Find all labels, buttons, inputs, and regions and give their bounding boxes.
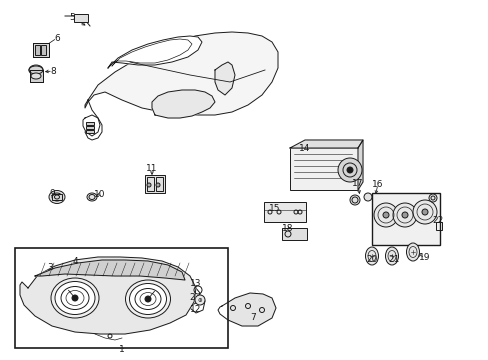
Circle shape [72,295,78,301]
Ellipse shape [29,65,43,75]
Polygon shape [20,257,196,334]
Ellipse shape [55,282,95,315]
Text: ⊕: ⊕ [197,297,202,302]
Bar [33,43,49,57]
Text: 17: 17 [351,179,363,188]
Circle shape [382,212,388,218]
Ellipse shape [385,247,398,265]
Bar [147,177,154,191]
Text: 13: 13 [190,279,202,288]
Polygon shape [35,260,184,280]
Text: 6: 6 [54,33,60,42]
Ellipse shape [406,243,419,261]
Text: 16: 16 [371,180,383,189]
Circle shape [346,167,352,173]
Text: 18: 18 [282,224,293,233]
Circle shape [428,194,436,202]
Text: 15: 15 [269,203,280,212]
Circle shape [421,209,427,215]
Circle shape [349,195,359,205]
Bar [35,45,40,55]
Bar [145,175,164,193]
Text: 20: 20 [366,255,377,264]
Ellipse shape [49,190,65,203]
Bar [30,70,43,82]
Text: 11: 11 [146,163,158,172]
Text: 10: 10 [94,189,105,198]
Bar [30,70,43,82]
Polygon shape [289,140,362,148]
Text: 19: 19 [418,253,430,262]
Text: 7: 7 [250,314,255,323]
Ellipse shape [87,193,97,201]
Ellipse shape [129,284,166,315]
Circle shape [392,203,416,227]
Text: 5: 5 [69,13,75,22]
Circle shape [195,295,204,305]
Circle shape [147,183,151,187]
Text: 21: 21 [387,255,399,264]
Bar [74,14,88,22]
Bar [41,45,46,55]
Text: 8: 8 [50,67,56,76]
Bar [52,194,62,200]
Text: 12: 12 [190,306,201,315]
Text: 2: 2 [189,293,194,302]
Bar [264,202,305,222]
Bar [289,148,357,190]
Text: 9: 9 [49,189,55,198]
Ellipse shape [365,247,378,265]
Bar [156,177,163,191]
Polygon shape [218,293,275,326]
Circle shape [145,296,151,302]
Circle shape [337,158,361,182]
Polygon shape [215,62,235,95]
Ellipse shape [52,193,62,201]
Ellipse shape [31,73,41,79]
Bar [15,248,227,348]
Circle shape [412,200,436,224]
Circle shape [373,203,397,227]
Polygon shape [85,32,278,115]
Text: 3: 3 [47,262,53,271]
Bar [435,222,441,230]
Polygon shape [190,295,204,313]
Text: 22: 22 [431,216,443,225]
Text: 14: 14 [299,144,310,153]
Circle shape [363,193,371,201]
Bar [86,130,94,133]
Circle shape [156,183,160,187]
Polygon shape [108,36,202,68]
Polygon shape [152,90,215,118]
Polygon shape [357,140,362,190]
Bar [371,193,439,245]
Bar [86,122,94,125]
Text: 4: 4 [72,257,78,266]
Bar [33,43,49,57]
Bar [86,126,94,129]
Bar [282,228,306,240]
Circle shape [401,212,407,218]
Ellipse shape [51,278,99,318]
Text: 1: 1 [119,345,124,354]
Ellipse shape [125,280,170,318]
Polygon shape [184,287,200,305]
